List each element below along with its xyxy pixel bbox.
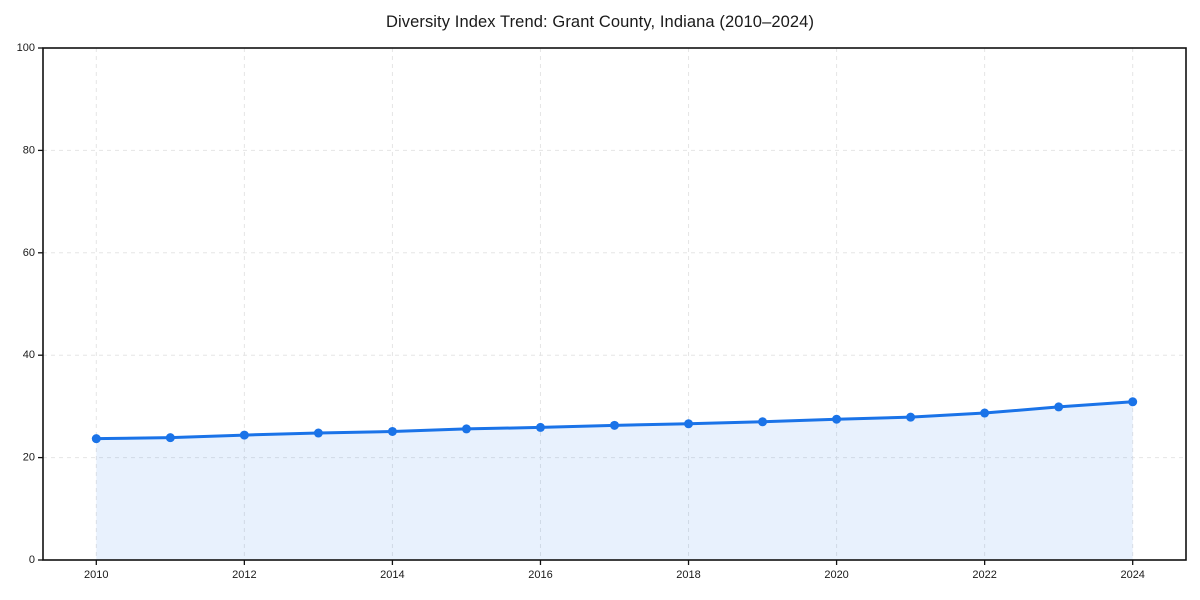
data-point-2019 bbox=[758, 417, 768, 427]
plot-frame bbox=[42, 47, 1187, 561]
y-tick-label-40: 40 bbox=[23, 349, 35, 361]
data-point-2011 bbox=[165, 433, 175, 443]
data-point-2014 bbox=[387, 426, 397, 436]
x-tick-label-2020: 2020 bbox=[824, 569, 848, 581]
data-point-2012 bbox=[239, 430, 249, 440]
x-tick-label-2016: 2016 bbox=[528, 569, 552, 581]
y-tick-label-0: 0 bbox=[29, 554, 35, 566]
data-point-2021 bbox=[906, 412, 916, 422]
data-point-2020 bbox=[832, 414, 842, 424]
chart-title: Diversity Index Trend: Grant County, Ind… bbox=[385, 13, 815, 31]
data-point-2024 bbox=[1128, 397, 1138, 407]
x-tick-label-2012: 2012 bbox=[232, 569, 256, 581]
y-tick-label-80: 80 bbox=[23, 144, 35, 156]
x-axis: 2010 2012 2014 2016 2018 2020 2022 2024 bbox=[84, 560, 1145, 581]
gridlines bbox=[43, 48, 1186, 560]
data-point-2010 bbox=[91, 434, 101, 444]
data-point-2022 bbox=[980, 408, 990, 418]
y-axis: 0 20 40 60 80 100 bbox=[17, 42, 43, 566]
x-tick-label-2024: 2024 bbox=[1120, 569, 1144, 581]
data-points bbox=[91, 397, 1138, 444]
data-point-2016 bbox=[535, 422, 545, 432]
data-point-2013 bbox=[313, 428, 323, 438]
x-tick-label-2022: 2022 bbox=[972, 569, 996, 581]
y-tick-label-100: 100 bbox=[17, 42, 35, 54]
x-tick-label-2010: 2010 bbox=[84, 569, 108, 581]
x-tick-label-2018: 2018 bbox=[676, 569, 700, 581]
data-point-2015 bbox=[461, 424, 471, 434]
data-point-2023 bbox=[1054, 402, 1064, 412]
x-tick-label-2014: 2014 bbox=[380, 569, 404, 581]
y-tick-label-60: 60 bbox=[23, 247, 35, 259]
data-point-2017 bbox=[610, 420, 619, 430]
y-tick-label-20: 20 bbox=[23, 452, 35, 464]
data-point-2018 bbox=[684, 419, 694, 429]
area-fill bbox=[96, 401, 1133, 560]
